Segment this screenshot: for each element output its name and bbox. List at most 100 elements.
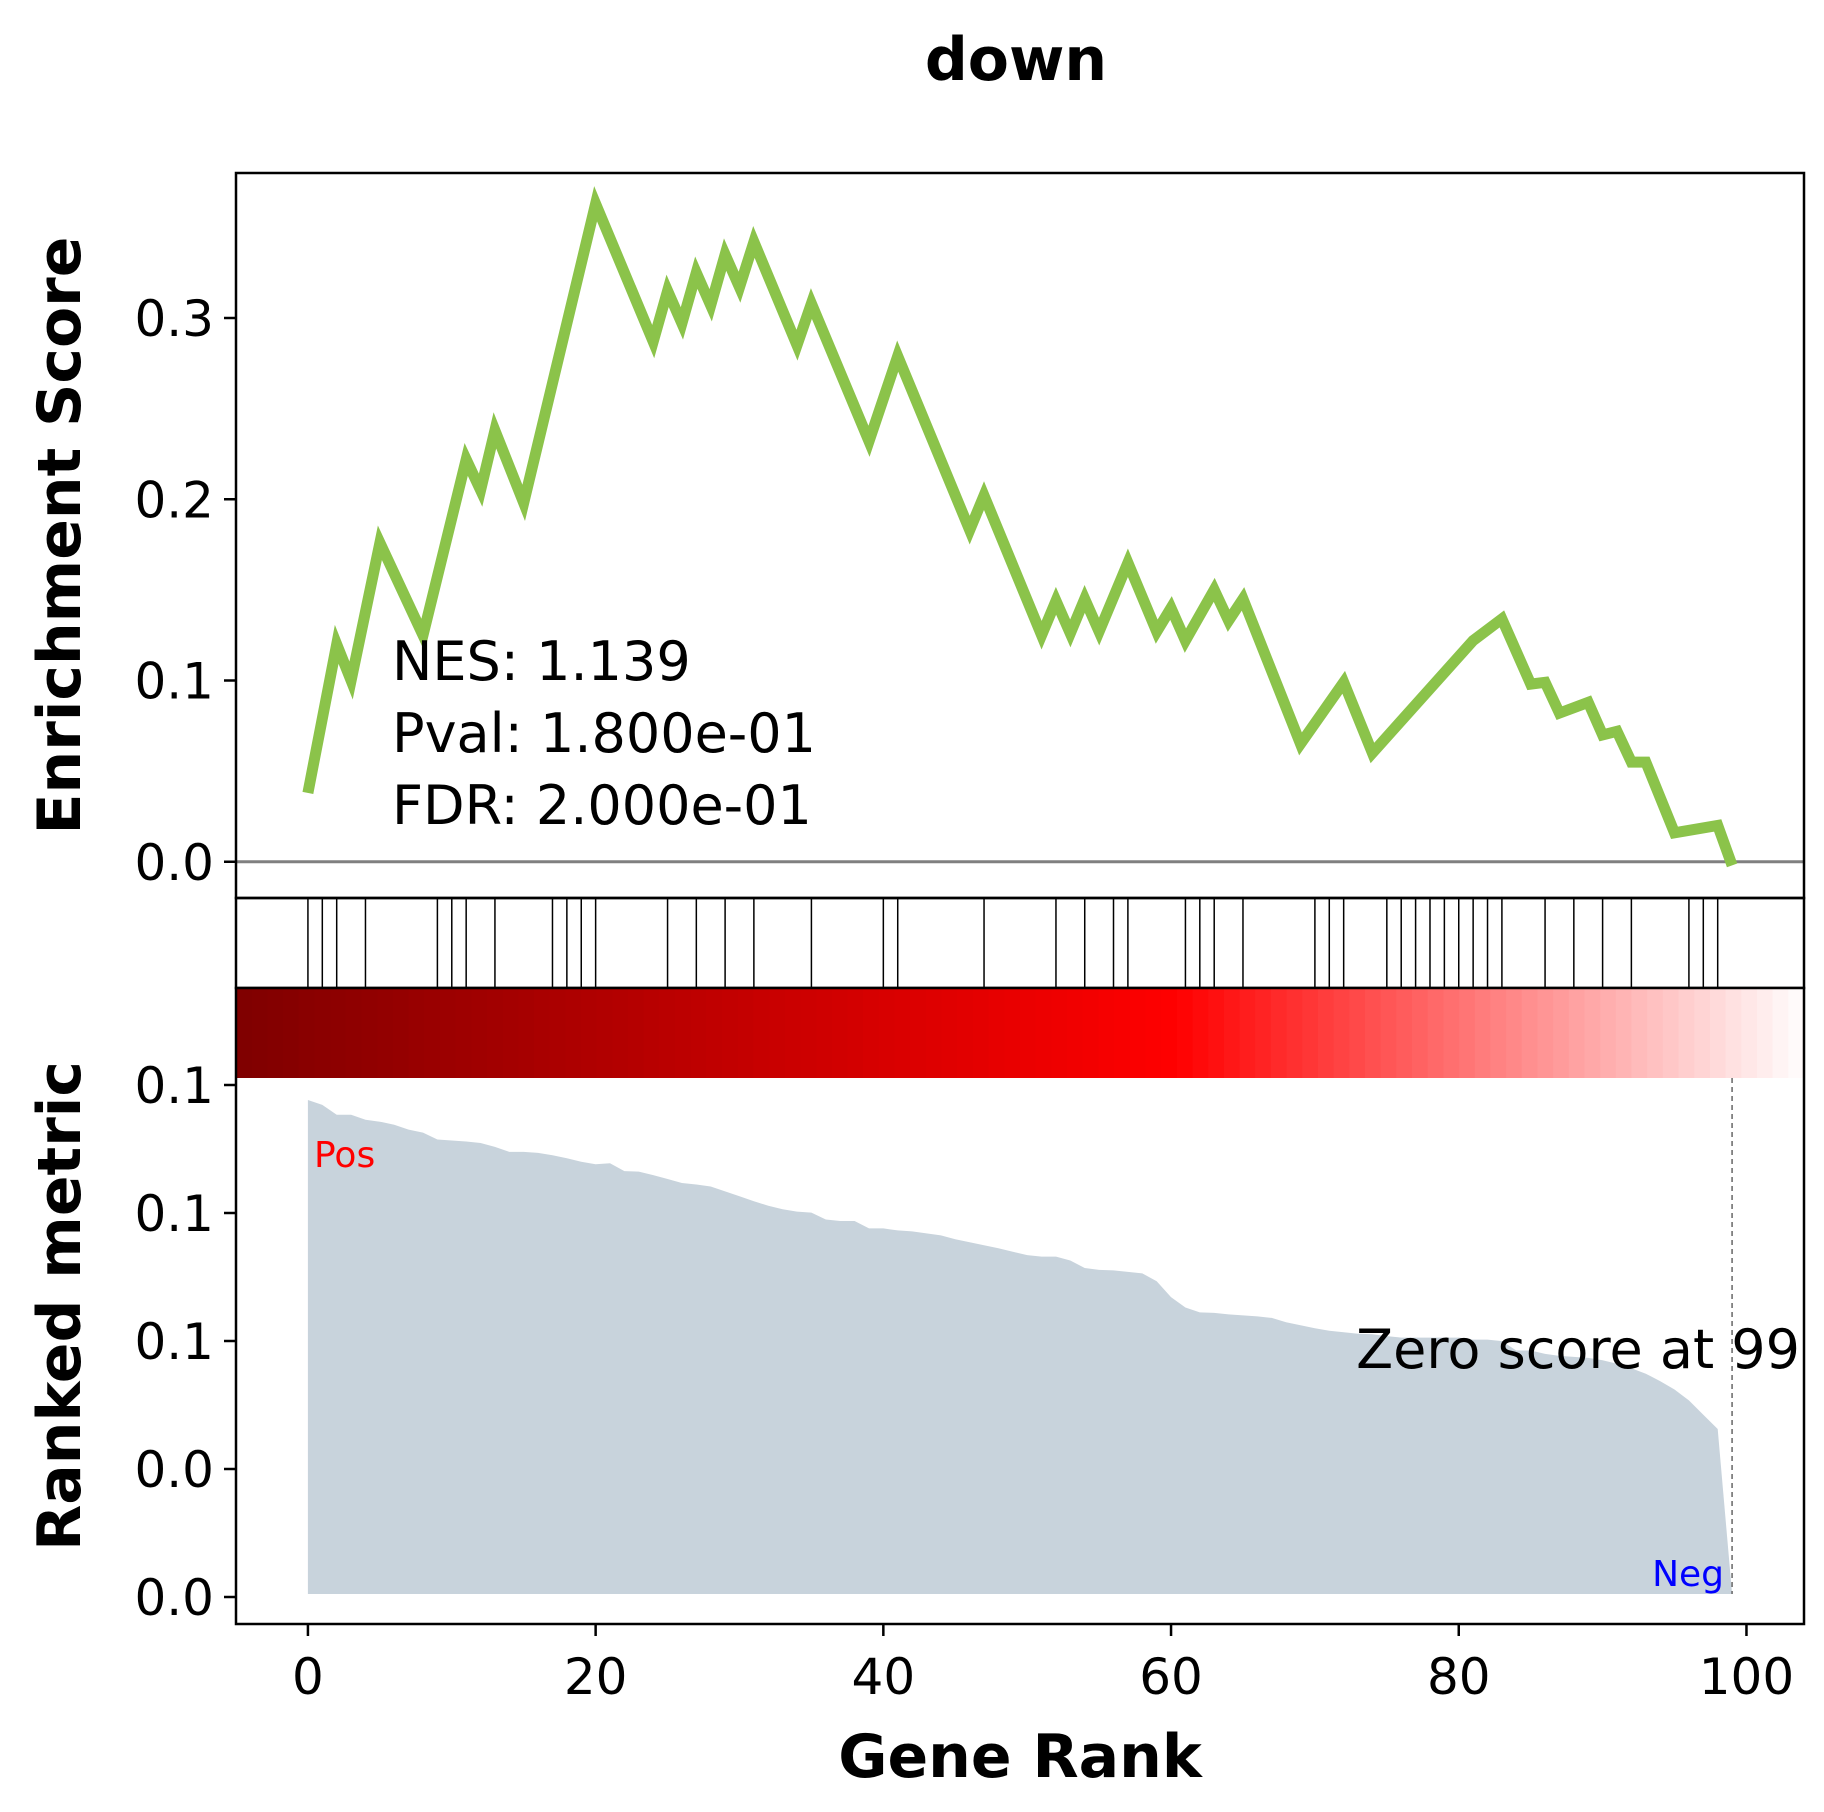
heat-cell xyxy=(1412,988,1429,1078)
heat-cell xyxy=(1114,988,1131,1078)
heat-cell xyxy=(1380,988,1398,1078)
heat-cell xyxy=(957,988,974,1078)
heat-cell xyxy=(1317,988,1335,1078)
es-y-tick-label: 0.3 xyxy=(134,290,214,348)
fdr-annotation: FDR: 2.000e-01 xyxy=(392,774,812,837)
heat-cell xyxy=(1239,988,1257,1078)
heat-cell xyxy=(612,988,629,1078)
heat-cell xyxy=(1067,988,1084,1078)
heat-cell xyxy=(1443,988,1461,1078)
heat-cell xyxy=(925,988,943,1078)
nes-annotation: NES: 1.139 xyxy=(392,630,691,693)
heat-cell xyxy=(1082,988,1100,1078)
heat-cell xyxy=(1208,988,1225,1078)
heat-cell xyxy=(878,988,896,1078)
es-y-ticks: 0.0 0.1 0.2 0.3 xyxy=(134,290,236,892)
heat-cell xyxy=(863,988,880,1078)
heat-cell xyxy=(1694,988,1711,1078)
heat-cell xyxy=(628,988,645,1078)
heat-cell xyxy=(988,988,1006,1078)
heat-cell xyxy=(361,988,379,1078)
heat-cell xyxy=(1364,988,1382,1078)
heat-cell xyxy=(267,988,285,1078)
heat-cell xyxy=(894,988,912,1078)
heat-cell xyxy=(769,988,786,1078)
enrichment-score-panel: 0.00.10.20.3 NES: 1.139 Pval: 1.800e-01 … xyxy=(25,171,1806,900)
heat-cell xyxy=(1600,988,1617,1078)
heat-cell xyxy=(330,988,347,1078)
heat-cell xyxy=(1756,988,1774,1078)
rank-y-tick-label: 0.1 xyxy=(134,1185,214,1243)
heat-cell xyxy=(424,988,441,1078)
heat-cell xyxy=(737,988,755,1078)
chart-title: down xyxy=(925,25,1107,95)
heat-cell xyxy=(1192,988,1210,1078)
rank-y-tick-label: 0.1 xyxy=(134,1057,214,1115)
heat-cell xyxy=(1662,988,1680,1078)
heat-cell xyxy=(1474,988,1492,1078)
ranked-metric-area xyxy=(307,1100,1733,1594)
pval-annotation: Pval: 1.800e-01 xyxy=(392,702,816,765)
heat-cell xyxy=(565,988,582,1078)
rank-y-tick-label: 0.0 xyxy=(134,1441,214,1499)
heat-cell xyxy=(1396,988,1413,1078)
heat-cell xyxy=(1302,988,1319,1078)
heat-cell xyxy=(1129,988,1147,1078)
es-y-tick-label: 0.2 xyxy=(134,471,214,529)
heat-cell xyxy=(1255,988,1272,1078)
heat-cell xyxy=(1051,988,1069,1078)
x-tick-label: 100 xyxy=(1699,1648,1794,1706)
heat-cell xyxy=(502,988,520,1078)
heat-cell xyxy=(1223,988,1241,1078)
gene-set-hits-panel xyxy=(234,896,1806,990)
heat-cell xyxy=(1772,988,1790,1078)
heat-cell xyxy=(1741,988,1758,1078)
heat-cell xyxy=(1506,988,1523,1078)
heat-cell xyxy=(1176,988,1194,1078)
rank-y-ticks: 0.0 0.0 0.1 0.1 0.1 xyxy=(134,1057,236,1627)
heat-cell xyxy=(1020,988,1037,1078)
hit-lines xyxy=(307,898,1719,988)
heat-cell xyxy=(1709,988,1727,1078)
heat-cell xyxy=(1788,988,1805,1078)
heat-cell xyxy=(486,988,504,1078)
es-y-tick-label: 0.1 xyxy=(134,653,214,711)
rank-y-tick-label: 0.0 xyxy=(134,1569,214,1627)
heat-cell xyxy=(1333,988,1351,1078)
heat-cell xyxy=(722,988,739,1078)
heat-cell xyxy=(251,988,269,1078)
heat-cell xyxy=(455,988,473,1078)
heat-cell xyxy=(1349,988,1366,1078)
rank-axes-frame xyxy=(234,986,1806,1626)
es-y-axis-label: Enrichment Score xyxy=(25,237,95,835)
enrichment-score-line xyxy=(302,186,1738,868)
heat-cell xyxy=(1615,988,1633,1078)
x-ticks: 0 20 40 60 80 100 xyxy=(292,1624,1794,1706)
heat-cell xyxy=(1286,988,1304,1078)
heat-cell xyxy=(236,988,253,1078)
heat-cell xyxy=(816,988,833,1078)
heat-cell xyxy=(1678,988,1696,1078)
heat-cell xyxy=(706,988,724,1078)
heat-cell xyxy=(1647,988,1664,1078)
x-tick-label: 80 xyxy=(1427,1648,1491,1706)
rank-y-axis-label: Ranked metric xyxy=(25,1061,95,1551)
heat-cell xyxy=(1035,988,1053,1078)
x-tick-label: 0 xyxy=(292,1648,324,1706)
heat-cell xyxy=(1004,988,1021,1078)
x-tick-label: 60 xyxy=(1139,1648,1203,1706)
heat-cell xyxy=(910,988,927,1078)
heat-cell xyxy=(753,988,771,1078)
es-y-tick-label: 0.0 xyxy=(134,834,214,892)
heat-cell xyxy=(1584,988,1602,1078)
heat-cell xyxy=(1568,988,1586,1078)
heat-cell xyxy=(518,988,535,1078)
heat-cell xyxy=(1725,988,1743,1078)
pos-label: Pos xyxy=(314,1135,375,1176)
hits-axes-frame xyxy=(234,896,1806,990)
heat-cell xyxy=(1490,988,1508,1078)
heat-cell xyxy=(314,988,332,1078)
heat-cell xyxy=(408,988,426,1078)
heat-cell xyxy=(1459,988,1476,1078)
